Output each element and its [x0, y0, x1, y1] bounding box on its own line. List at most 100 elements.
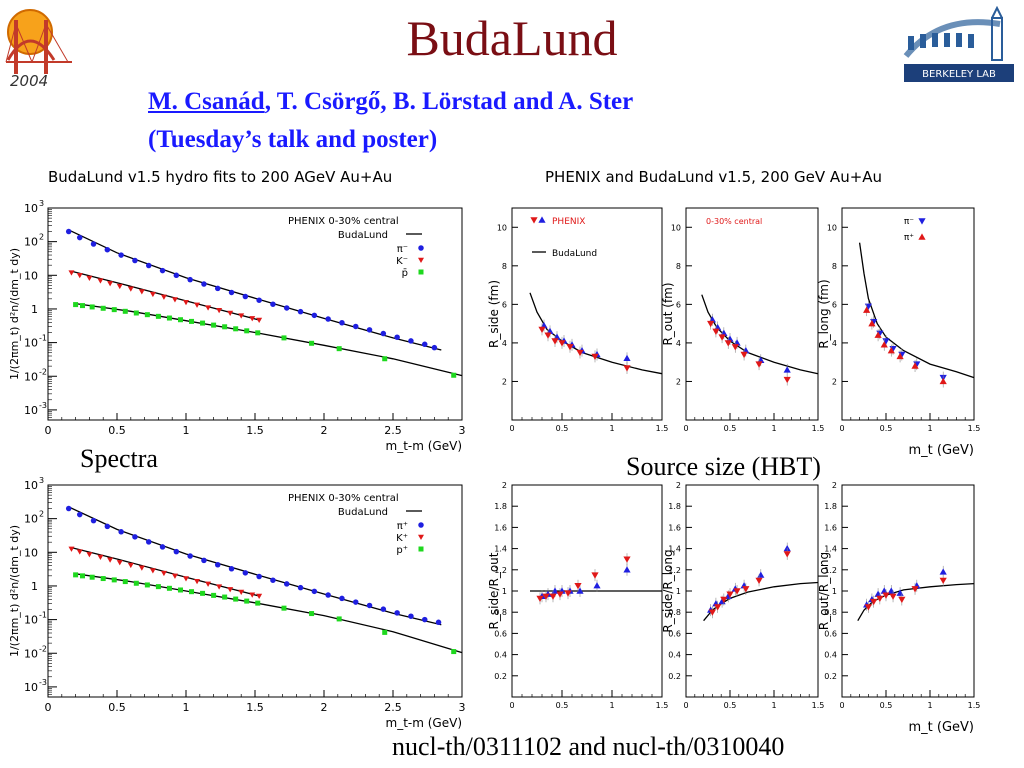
y-tick-label: 6 [502, 300, 507, 309]
data-point [122, 579, 128, 585]
data-point [311, 588, 318, 595]
data-point [740, 351, 748, 359]
y-tick-label: 1.4 [668, 545, 681, 554]
data-point [623, 556, 631, 563]
y-tick-label: 8 [832, 262, 837, 271]
data-point [73, 302, 79, 308]
data-point [783, 366, 791, 373]
talk-note: (Tuesday’s talk and poster) [148, 126, 438, 153]
y-axis-label: R_side (fm) [487, 280, 501, 348]
plot-frame [511, 207, 663, 421]
data-point [86, 275, 93, 281]
data-point [418, 534, 424, 540]
x-tick-label: 1.5 [656, 701, 669, 710]
y-tick-label: 1.8 [668, 502, 681, 511]
data-point [132, 534, 138, 540]
data-point [431, 344, 438, 351]
data-point [90, 241, 97, 247]
fit-curve [71, 546, 261, 598]
berkeley-lab-logo: BERKELEY LAB [903, 6, 1014, 82]
data-point [76, 273, 83, 279]
data-point [104, 523, 111, 530]
data-point [155, 584, 161, 590]
fit-curve [701, 294, 819, 375]
data-point [382, 356, 388, 362]
y-tick-label: 2 [832, 377, 837, 386]
data-point [89, 574, 95, 580]
data-point [435, 619, 442, 626]
x-tick-label: 1.5 [656, 424, 669, 433]
x-tick-label: 0.5 [724, 701, 737, 710]
x-tick-label: 0 [683, 424, 688, 433]
data-point [451, 649, 457, 655]
y-tick-label: 0.2 [824, 672, 837, 681]
y-tick-label: 10 [24, 513, 38, 526]
data-point [73, 572, 79, 578]
y-tick-label: 10 [24, 614, 38, 627]
data-point [896, 352, 904, 360]
data-point [870, 598, 878, 606]
legend-entry: PHENIX [552, 217, 585, 227]
y-tick-label: 0.8 [494, 608, 507, 617]
data-point [160, 570, 167, 577]
y-axis-label: 1/(2πm_t) d²n/(dm_t dy) [8, 525, 21, 657]
data-point [177, 317, 183, 323]
legend-entry: K⁺ [396, 533, 408, 544]
data-point [86, 552, 93, 558]
data-point [177, 587, 183, 593]
data-point [194, 302, 201, 308]
data-point [757, 571, 765, 578]
x-axis-label: m_t (GeV) [908, 443, 974, 458]
data-point [166, 585, 172, 591]
data-point [127, 562, 134, 569]
data-point [211, 592, 217, 598]
y-tick-label: 1.2 [824, 566, 837, 575]
legend-header: PHENIX 0-30% central [288, 493, 399, 504]
data-point [352, 323, 359, 330]
data-point [876, 595, 884, 603]
data-point [408, 613, 414, 619]
data-point [145, 539, 152, 545]
data-point [394, 334, 400, 340]
first-author[interactable]: M. Csanád [148, 88, 265, 115]
data-point [104, 246, 111, 253]
x-axis-label: m_t-m (GeV) [386, 716, 462, 730]
spectra-title: BudaLund v1.5 hydro fits to 200 AGeV Au+… [48, 168, 393, 186]
data-point [111, 307, 117, 313]
fit-curve [858, 242, 975, 379]
y-tick-label: 1 [832, 587, 837, 596]
y-tick-exponent: 2 [39, 233, 44, 242]
data-point [297, 308, 304, 315]
data-point [591, 572, 599, 579]
data-point [76, 234, 83, 241]
plot-frame [841, 207, 975, 421]
chart-hbt-rlong: 0 0.5 1 1.5 2 4 6 8 10 R_long (fm) m_t (GeV) π⁻ π⁺ [817, 207, 980, 458]
x-tick-label: 1.5 [246, 424, 264, 437]
x-tick-label: 0.5 [724, 424, 737, 433]
data-point [939, 577, 947, 584]
x-tick-label: 2 [321, 424, 328, 437]
legend-entry: 0-30% central [706, 217, 762, 226]
data-point [233, 326, 239, 332]
data-point [201, 281, 207, 287]
data-point [256, 297, 262, 303]
x-tick-label: 0.5 [880, 424, 893, 433]
legend-fit-label: BudaLund [338, 230, 388, 241]
data-point [144, 582, 150, 588]
y-tick-label: 1 [502, 587, 507, 596]
y-tick-exponent: -2 [39, 644, 47, 653]
x-tick-label: 3 [459, 701, 466, 714]
data-point [530, 217, 538, 224]
data-point [149, 291, 156, 298]
y-tick-label: 1.6 [668, 523, 681, 532]
y-tick-label: 8 [676, 262, 681, 271]
data-point [281, 605, 287, 611]
y-tick-label: 1.4 [494, 545, 507, 554]
y-tick-label: 10 [24, 647, 38, 660]
y-tick-label: 10 [24, 236, 38, 249]
x-tick-label: 0 [683, 701, 688, 710]
hbt-caption: Source size (HBT) [626, 452, 821, 481]
data-point [200, 590, 206, 596]
data-point [283, 305, 290, 311]
data-point [755, 577, 763, 584]
